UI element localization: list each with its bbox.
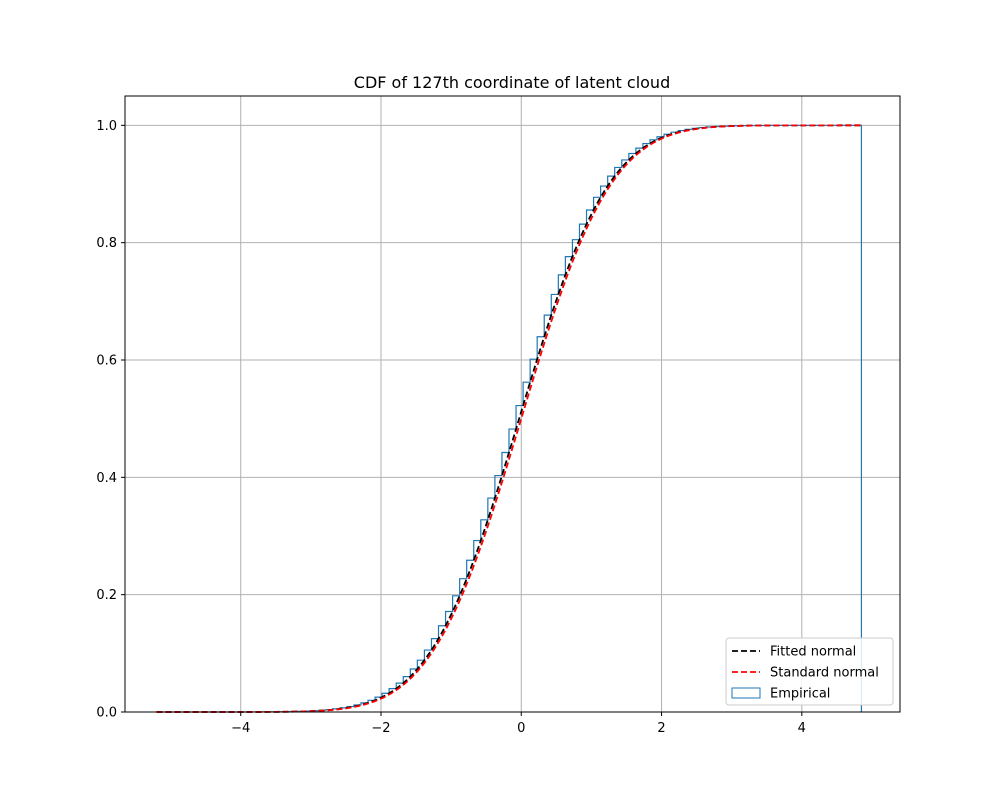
y-tick-label: 0.8 [96, 236, 117, 251]
plot-area-frame [124, 95, 901, 713]
y-tick-label: 0.4 [96, 471, 117, 486]
legend-label: Empirical [770, 687, 830, 702]
legend: Fitted normal Standard normal Empirical [725, 637, 894, 706]
y-tick-label: 1.0 [96, 119, 117, 134]
y-tick-label: 0.0 [96, 706, 117, 721]
axis-ticks: −4 −2 0 2 4 0.0 0.2 0.4 0.6 0.8 1.0 [96, 119, 806, 736]
x-tick-label: 2 [657, 721, 665, 736]
legend-label: Standard normal [770, 666, 879, 681]
legend-label: Fitted normal [770, 645, 856, 660]
x-tick-label: 0 [517, 721, 525, 736]
x-tick-label: 4 [798, 721, 806, 736]
x-tick-label: −4 [231, 721, 250, 736]
y-tick-label: 0.2 [96, 588, 117, 603]
x-tick-label: −2 [371, 721, 390, 736]
y-tick-label: 0.6 [96, 354, 117, 369]
legend-swatch-empirical [731, 687, 761, 699]
chart-title: CDF of 127th coordinate of latent cloud [354, 73, 670, 92]
legend-box [725, 637, 894, 706]
